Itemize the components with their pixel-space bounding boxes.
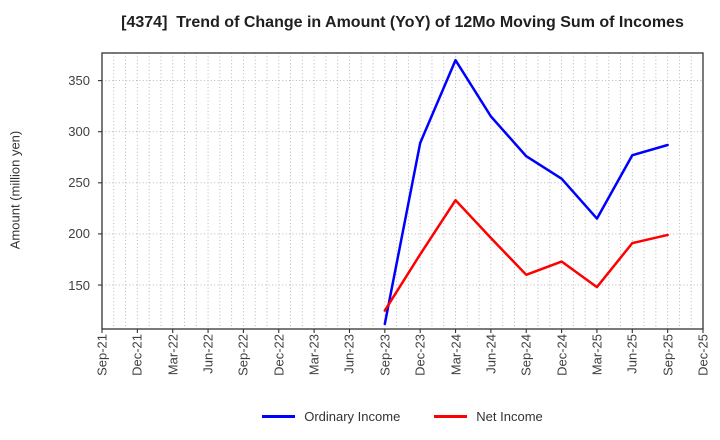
y-tick-label: 250 (68, 175, 90, 191)
ordinary-income-line-swatch (262, 414, 296, 418)
x-tick-label: Dec-23 (412, 334, 428, 376)
x-tick-label: Jun-22 (200, 334, 216, 374)
y-tick-label: 200 (68, 226, 90, 242)
x-tick-label: Jun-24 (483, 334, 499, 374)
legend-label-ordinary-income: Ordinary Income (304, 408, 401, 424)
net-income-line (383, 198, 669, 312)
x-tick-label: Mar-23 (306, 334, 322, 376)
y-tick-label: 350 (68, 73, 90, 89)
legend-item-net-income: Net Income (434, 408, 543, 424)
legend-item-ordinary-income: Ordinary Income (262, 409, 400, 424)
legend-label-net-income: Net Income (476, 408, 543, 424)
axis-border (101, 52, 704, 330)
x-tick-label: Sep-25 (660, 334, 676, 376)
x-tick-label: Mar-25 (589, 334, 605, 376)
y-tick-label: 300 (68, 124, 90, 140)
chart-title: [4374] Trend of Change in Amount (YoY) o… (121, 14, 684, 31)
legend: Ordinary Income Net Income (102, 403, 703, 429)
x-tick-label: Mar-22 (165, 334, 181, 376)
x-tick-label: Dec-24 (554, 334, 570, 376)
x-tick-label: Sep-24 (518, 334, 534, 376)
ordinary-income-line (383, 58, 669, 326)
x-tick-label: Dec-21 (129, 334, 145, 376)
x-tick-label: Mar-24 (448, 334, 464, 376)
x-tick-label: Sep-23 (377, 334, 393, 376)
y-tick-label: 150 (68, 277, 90, 293)
x-tick-label: Jun-23 (341, 334, 357, 374)
x-tick-label: Dec-22 (271, 334, 287, 376)
x-tick-label: Dec-25 (695, 334, 711, 376)
x-tick-label: Sep-21 (94, 334, 110, 376)
x-tick-label: Jun-25 (624, 334, 640, 374)
x-tick-label: Sep-22 (235, 334, 251, 376)
net-income-line-swatch (434, 414, 468, 418)
